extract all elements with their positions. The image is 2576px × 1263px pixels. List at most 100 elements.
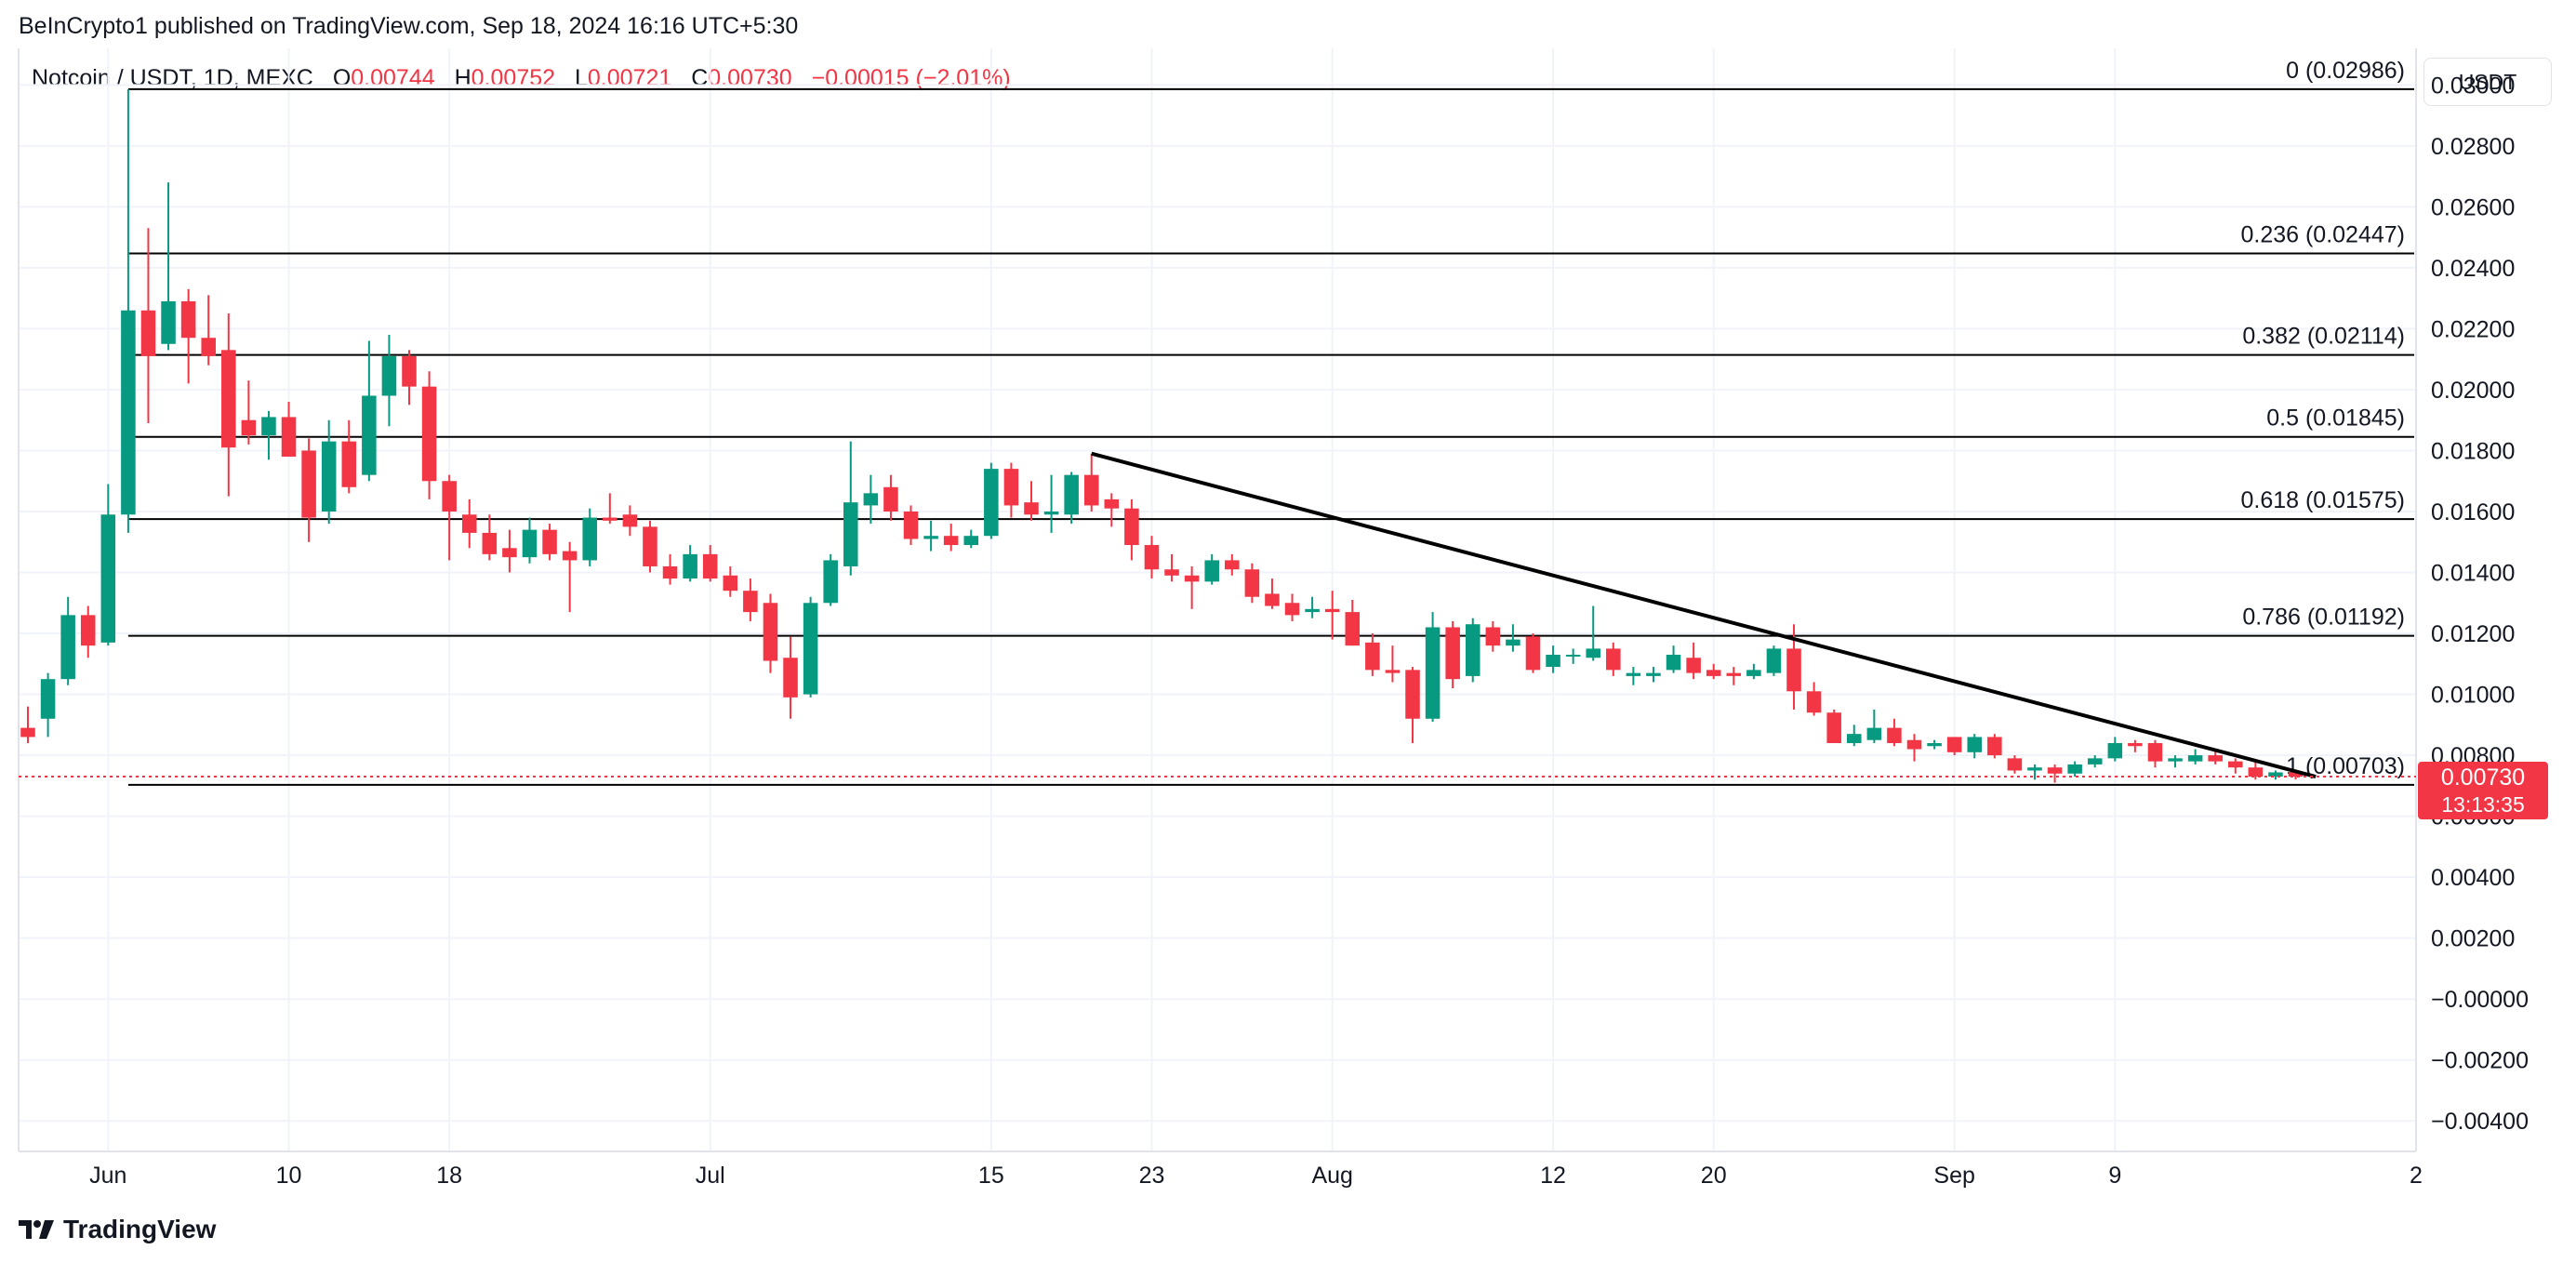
- candle-body: [923, 536, 938, 539]
- candle-body: [201, 338, 216, 356]
- candle: [180, 288, 196, 384]
- y-tick-label: 0.03000: [2431, 73, 2515, 99]
- x-tick-label: 23: [1139, 1163, 1165, 1189]
- candle-body: [2248, 767, 2264, 778]
- candle: [1887, 718, 1902, 747]
- candle: [1083, 453, 1099, 512]
- fib-level-label: 0.618 (0.01575): [2240, 487, 2405, 513]
- currency-button[interactable]: USDT: [2423, 58, 2552, 106]
- candle-body: [2168, 758, 2183, 762]
- candle-body: [1144, 545, 1160, 570]
- candle-body: [381, 355, 397, 396]
- candle: [1866, 709, 1882, 743]
- candle-body: [1425, 627, 1441, 719]
- candle: [1043, 474, 1059, 533]
- candle: [1666, 645, 1681, 673]
- candle: [1365, 633, 1380, 676]
- high-value: 0.00752: [471, 65, 556, 91]
- candle: [883, 474, 898, 521]
- candle-body: [1184, 575, 1200, 582]
- x-tick-label: 20: [1701, 1163, 1727, 1189]
- candle: [702, 545, 718, 582]
- candle-body: [321, 441, 337, 512]
- candle: [421, 371, 437, 499]
- x-tick-label: 18: [436, 1163, 462, 1189]
- candle: [2228, 758, 2243, 774]
- publisher-caption: BeInCrypto1 published on TradingView.com…: [19, 13, 799, 39]
- candle-body: [241, 419, 257, 436]
- candle-body: [863, 493, 879, 506]
- candle-body: [1726, 672, 1742, 676]
- candle-body: [603, 517, 617, 521]
- candle: [1906, 734, 1922, 762]
- candle-body: [1485, 627, 1501, 646]
- candle: [1846, 725, 1862, 747]
- candle-body: [1345, 612, 1361, 646]
- y-tick-label: 0.01400: [2431, 561, 2515, 587]
- candle-body: [20, 727, 35, 738]
- candle: [1485, 620, 1501, 652]
- candle: [2067, 761, 2082, 778]
- candle-body: [1525, 636, 1541, 671]
- candle: [1746, 663, 1761, 680]
- candle: [863, 474, 879, 525]
- candle: [80, 605, 96, 658]
- candle: [582, 508, 598, 566]
- candle: [1967, 734, 1983, 759]
- candle-body: [421, 386, 437, 482]
- candle-body: [1003, 469, 1019, 506]
- tradingview-logo-icon: [19, 1220, 54, 1239]
- y-tick-label: 0.02600: [2431, 194, 2515, 220]
- candle-body: [1826, 712, 1841, 743]
- candle-body: [562, 551, 578, 561]
- bar-countdown-label: 13:13:35: [2441, 792, 2525, 817]
- candle-body: [903, 511, 919, 539]
- candle: [482, 514, 498, 561]
- candle: [1144, 536, 1160, 579]
- candle: [281, 402, 297, 458]
- candle-body: [1806, 691, 1822, 713]
- candle: [1204, 553, 1219, 585]
- candle: [1104, 493, 1120, 527]
- candle: [1726, 667, 1742, 685]
- x-tick-label: Jul: [696, 1163, 725, 1189]
- candle-body: [2288, 772, 2304, 778]
- candle: [1324, 591, 1340, 640]
- candle: [100, 484, 116, 646]
- candle: [903, 505, 919, 546]
- candle: [1164, 553, 1179, 582]
- candle-body: [1706, 670, 1721, 676]
- candle-body: [2187, 755, 2203, 762]
- candle: [643, 520, 657, 573]
- candle-body: [221, 350, 236, 448]
- candle-body: [542, 529, 557, 554]
- candle: [1927, 739, 1942, 750]
- x-tick-label: Jun: [89, 1163, 126, 1189]
- symbol-title[interactable]: Notcoin / USDT, 1D, MEXC: [32, 65, 313, 91]
- candle-body: [1204, 560, 1219, 582]
- candle-body: [984, 469, 999, 537]
- candle-body: [943, 536, 959, 546]
- x-tick-label: 9: [2108, 1163, 2121, 1189]
- candle: [502, 529, 517, 573]
- candle: [963, 529, 979, 549]
- candle-body: [2047, 767, 2063, 774]
- candle-body: [2128, 742, 2143, 747]
- candle-body: [1104, 499, 1120, 509]
- candle: [522, 517, 538, 564]
- fib-level-label: 0.786 (0.01192): [2242, 605, 2405, 631]
- candle: [1606, 642, 1621, 676]
- candle: [683, 545, 697, 582]
- candle: [1465, 618, 1481, 683]
- candle-body: [2087, 758, 2103, 764]
- candle-body: [763, 603, 778, 661]
- x-tick-label: 2: [2410, 1163, 2423, 1189]
- candle-body: [522, 529, 538, 558]
- candle: [1405, 667, 1420, 743]
- candle: [562, 541, 578, 613]
- candle-body: [783, 658, 798, 698]
- fib-level-label: 0.382 (0.02114): [2242, 324, 2405, 350]
- price-chart[interactable]: Jun 10 18 Jul 15 23 Aug 12 20 Sep 9 2 0.03000 0.02800…: [0, 0, 2576, 1200]
- candle-body: [1967, 737, 1983, 752]
- candle: [402, 350, 417, 405]
